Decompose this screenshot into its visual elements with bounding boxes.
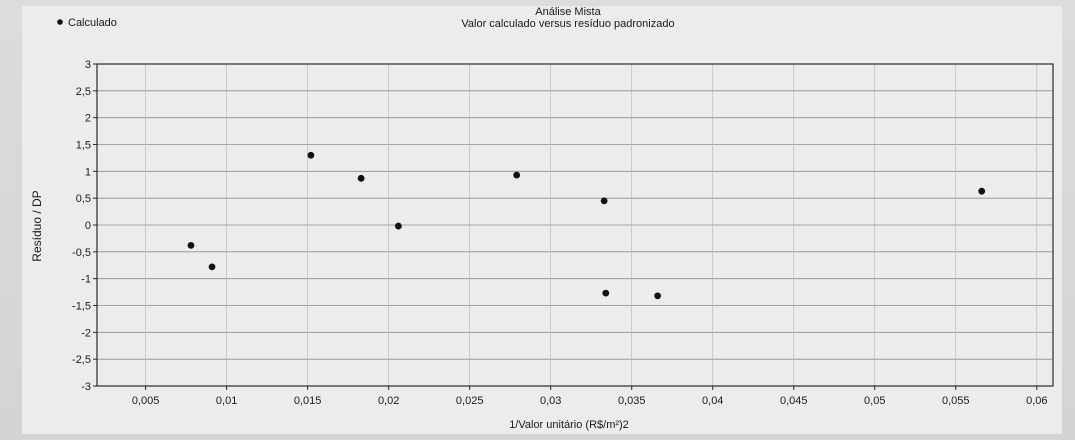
y-tick-label: 2 <box>85 113 91 125</box>
y-tick-label: -1 <box>81 274 91 286</box>
y-tick-label: 1 <box>85 166 91 178</box>
x-tick-label: 0,02 <box>378 395 399 407</box>
y-tick-label: 2,5 <box>76 86 91 98</box>
data-point <box>513 171 521 179</box>
data-point <box>357 174 365 182</box>
y-tick-label: 0 <box>85 220 91 232</box>
x-tick-label: 0,03 <box>540 395 561 407</box>
data-point <box>187 241 195 249</box>
data-point <box>600 197 608 205</box>
x-tick-label: 0,01 <box>216 395 237 407</box>
y-tick-label: 3 <box>85 59 91 71</box>
y-tick-label: 0,5 <box>76 193 91 205</box>
data-point <box>394 222 402 230</box>
legend: Calculado <box>57 17 117 29</box>
x-tick-label: 0,015 <box>294 395 322 407</box>
x-tick-label: 0,045 <box>780 395 808 407</box>
y-tick-label: -3 <box>81 381 91 393</box>
chart-subtitle: Valor calculado versus resíduo padroniza… <box>461 18 674 30</box>
y-tick-label: -2,5 <box>72 354 91 366</box>
x-axis-label: 1/Valor unitário (R$/m²)2 <box>509 419 629 431</box>
grid-lines <box>97 63 1053 387</box>
x-tick-label: 0,05 <box>864 395 885 407</box>
y-axis-label: Resíduo / DP <box>30 190 44 261</box>
x-tick-label: 0,025 <box>456 395 484 407</box>
data-point <box>654 292 662 300</box>
data-point <box>978 187 986 195</box>
y-tick-label: -2 <box>81 327 91 339</box>
x-tick-label: 0,035 <box>618 395 646 407</box>
chart-panel <box>22 6 1062 434</box>
y-tick-label: 1,5 <box>76 140 91 152</box>
chart-title: Análise Mista <box>535 6 601 18</box>
x-tick-label: 0,005 <box>132 395 160 407</box>
data-point <box>307 151 315 159</box>
y-tick-label: -0,5 <box>72 247 91 259</box>
x-tick-label: 0,04 <box>702 395 723 407</box>
data-point <box>602 289 610 297</box>
data-points <box>187 151 986 300</box>
x-tick-label: 0,06 <box>1026 395 1047 407</box>
y-tick-label: -1,5 <box>72 301 91 313</box>
data-point <box>208 263 216 271</box>
x-tick-label: 0,055 <box>942 395 970 407</box>
legend-marker <box>57 19 63 25</box>
legend-label: Calculado <box>68 17 117 29</box>
axis-ticks: -3 -2,5 -2 -1,5 -1 -0,5 0 0,5 1 1,5 2 2,5 3 0,005 0,01… <box>72 59 1047 407</box>
